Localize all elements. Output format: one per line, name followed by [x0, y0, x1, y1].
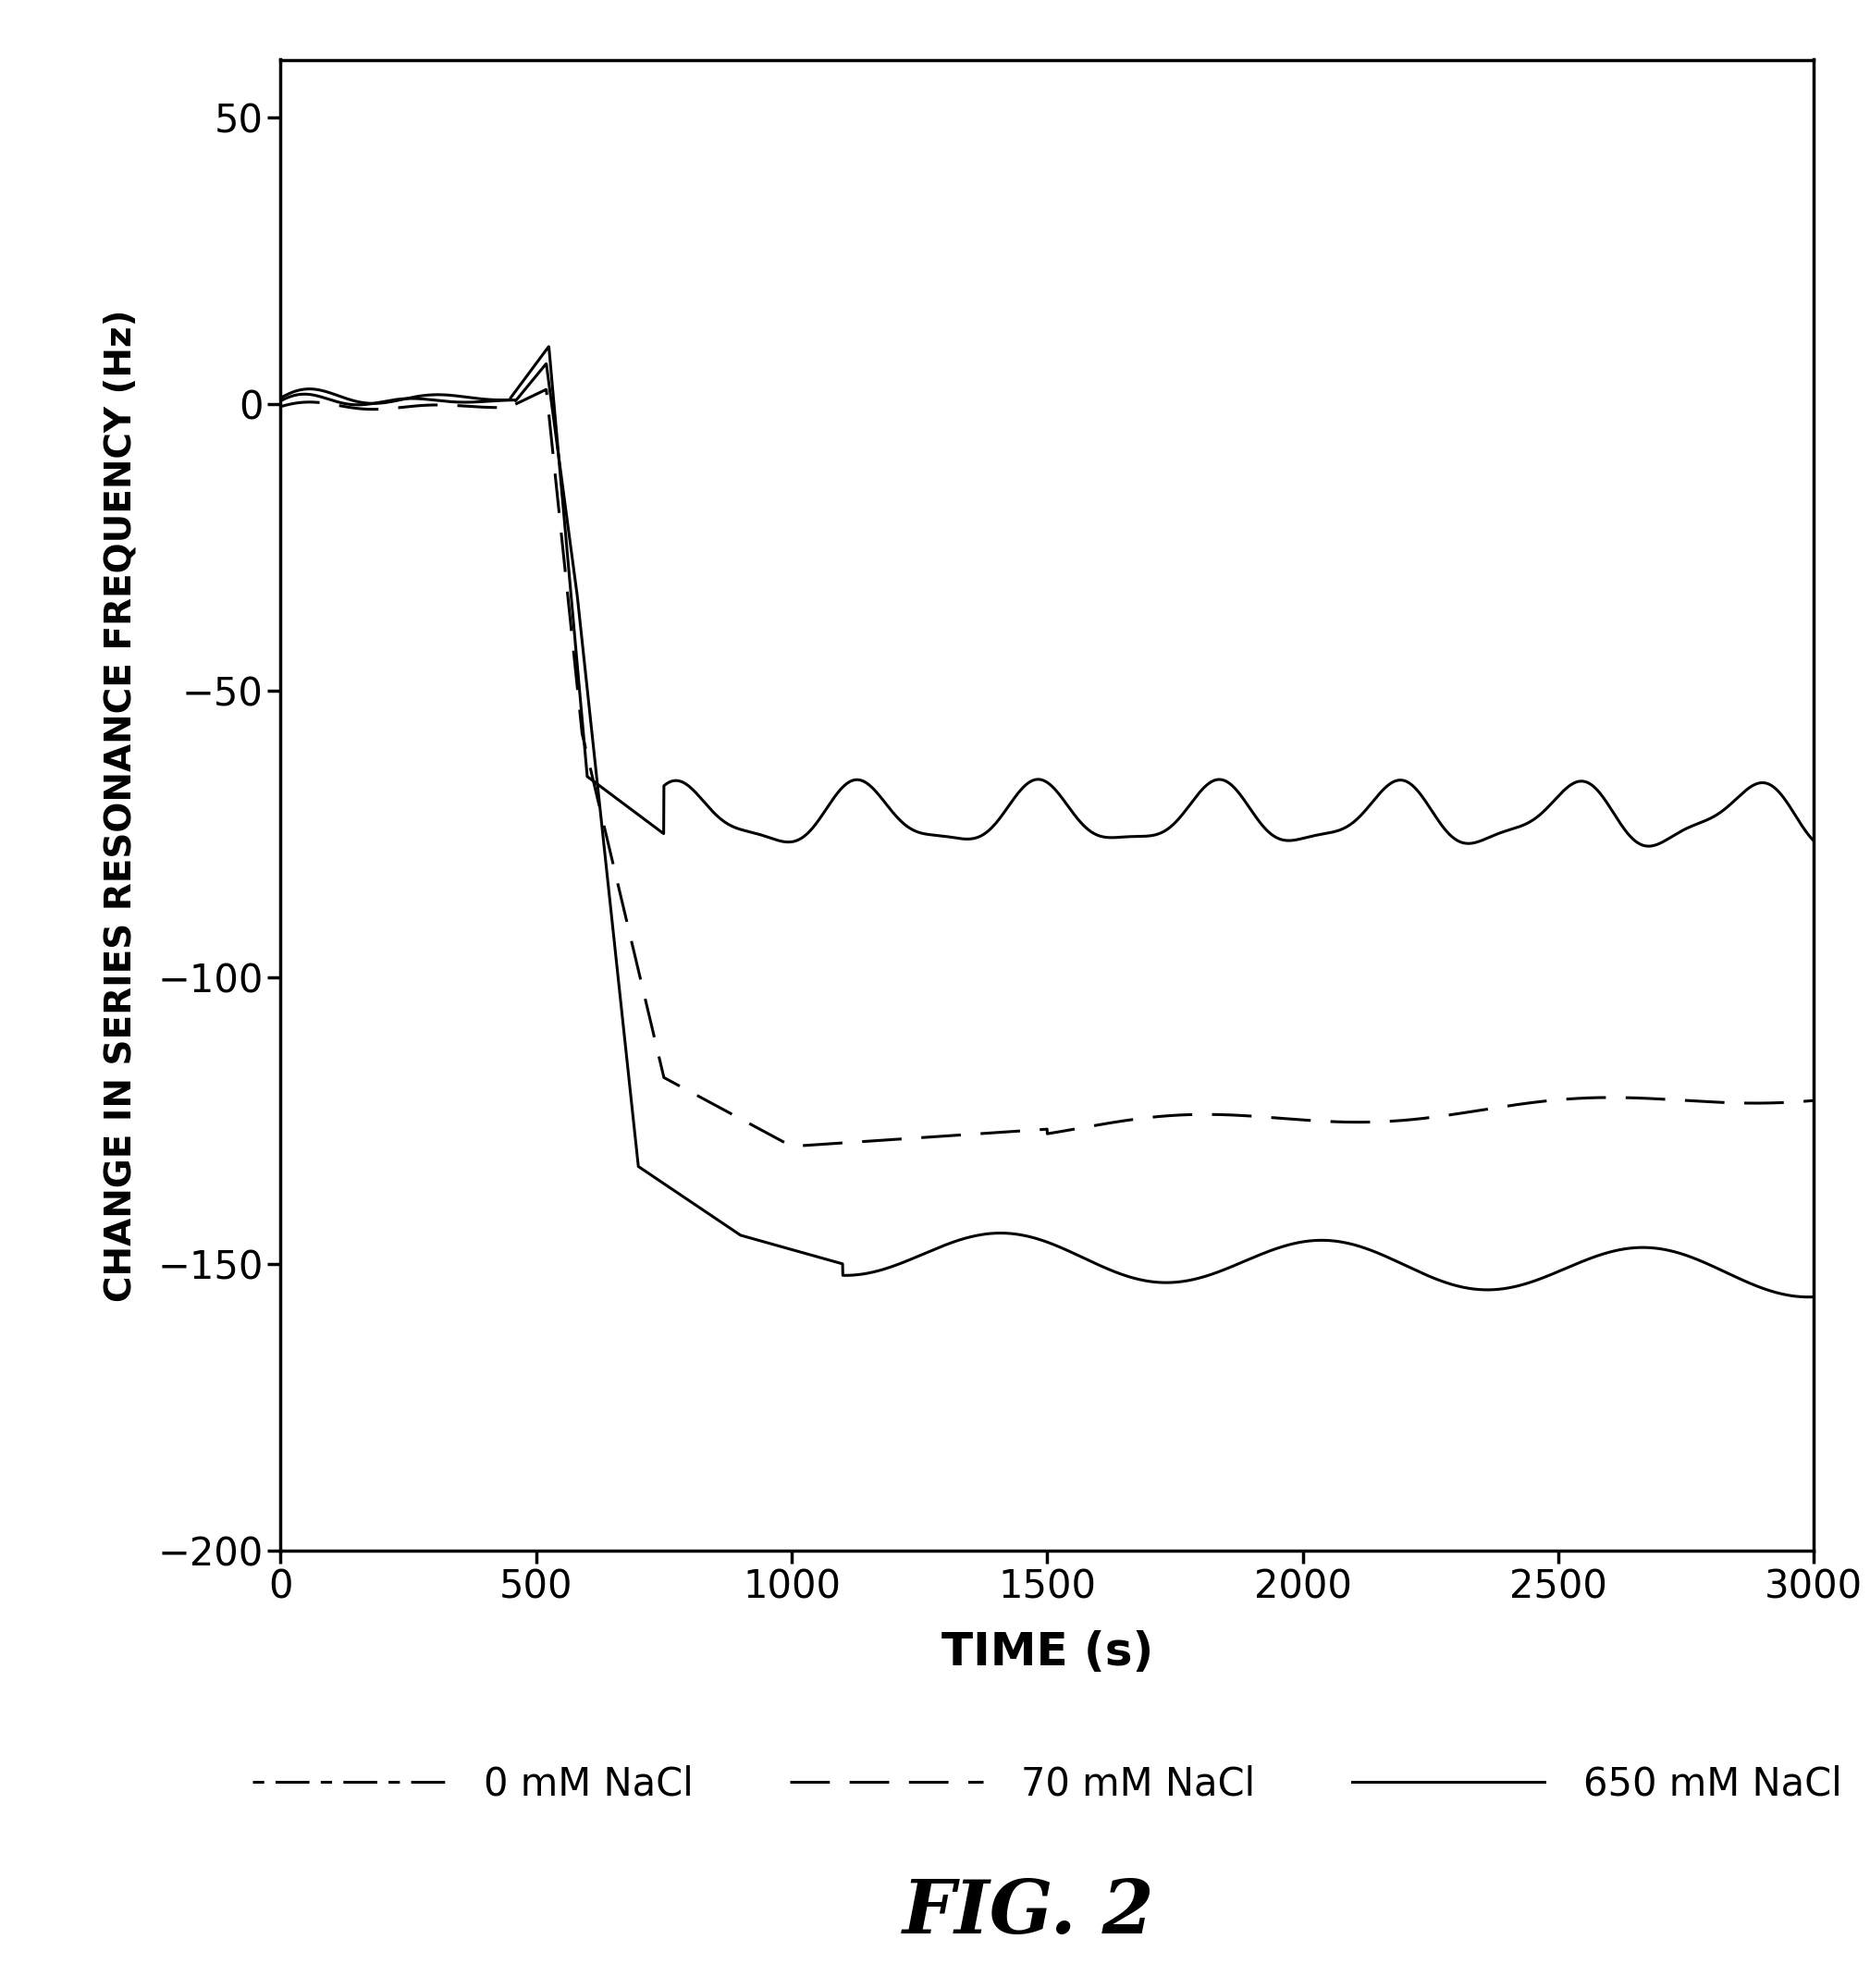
Text: FIG. 2: FIG. 2: [903, 1877, 1154, 1948]
X-axis label: TIME (s): TIME (s): [941, 1630, 1154, 1674]
Y-axis label: CHANGE IN SERIES RESONANCE FREQUENCY (Hz): CHANGE IN SERIES RESONANCE FREQUENCY (Hz…: [103, 308, 138, 1302]
Legend: 0 mM NaCl, 70 mM NaCl, 650 mM NaCl: 0 mM NaCl, 70 mM NaCl, 650 mM NaCl: [237, 1749, 1857, 1819]
